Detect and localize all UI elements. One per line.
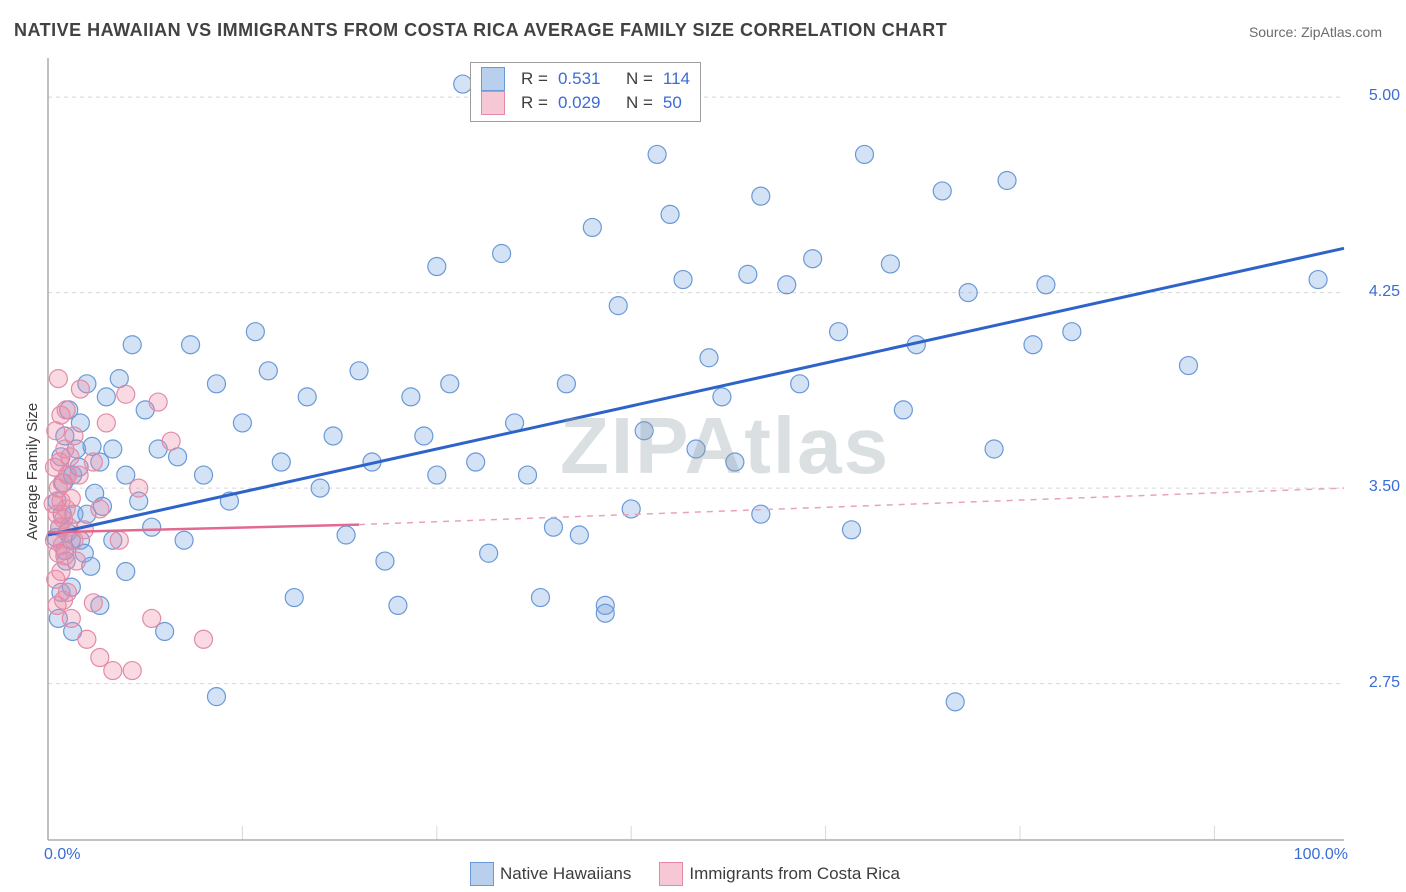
series-legend: Native Hawaiians Immigrants from Costa Ri…: [470, 862, 900, 886]
correlation-scatter-chart: [0, 0, 1406, 892]
stats-r-value: 0.531: [558, 67, 616, 91]
y-tick: 4.25: [1350, 283, 1400, 301]
stats-r-value: 0.029: [558, 91, 616, 115]
stats-n-value: 114: [663, 67, 690, 91]
stats-row-immigrants_costa_rica: R = 0.029 N = 50: [481, 91, 690, 115]
legend-label: Immigrants from Costa Rica: [689, 864, 900, 884]
legend-swatch-native_hawaiians: [470, 862, 494, 886]
stats-r-label: R =: [521, 91, 548, 115]
x-tick: 0.0%: [44, 846, 124, 864]
stats-n-label: N =: [626, 91, 653, 115]
y-tick: 2.75: [1350, 674, 1400, 692]
stats-row-native_hawaiians: R = 0.531 N = 114: [481, 67, 690, 91]
stats-r-label: R =: [521, 67, 548, 91]
legend-item-immigrants_costa_rica: Immigrants from Costa Rica: [659, 862, 900, 886]
y-tick: 3.50: [1350, 478, 1400, 496]
legend-swatch-immigrants_costa_rica: [659, 862, 683, 886]
stats-legend-box: R = 0.531 N = 114 R = 0.029 N = 50: [470, 62, 701, 122]
stats-n-label: N =: [626, 67, 653, 91]
stats-n-value: 50: [663, 91, 682, 115]
x-tick: 100.0%: [1264, 846, 1348, 864]
legend-item-native_hawaiians: Native Hawaiians: [470, 862, 631, 886]
legend-label: Native Hawaiians: [500, 864, 631, 884]
swatch-immigrants_costa_rica: [481, 91, 505, 115]
swatch-native_hawaiians: [481, 67, 505, 91]
y-tick: 5.00: [1350, 87, 1400, 105]
